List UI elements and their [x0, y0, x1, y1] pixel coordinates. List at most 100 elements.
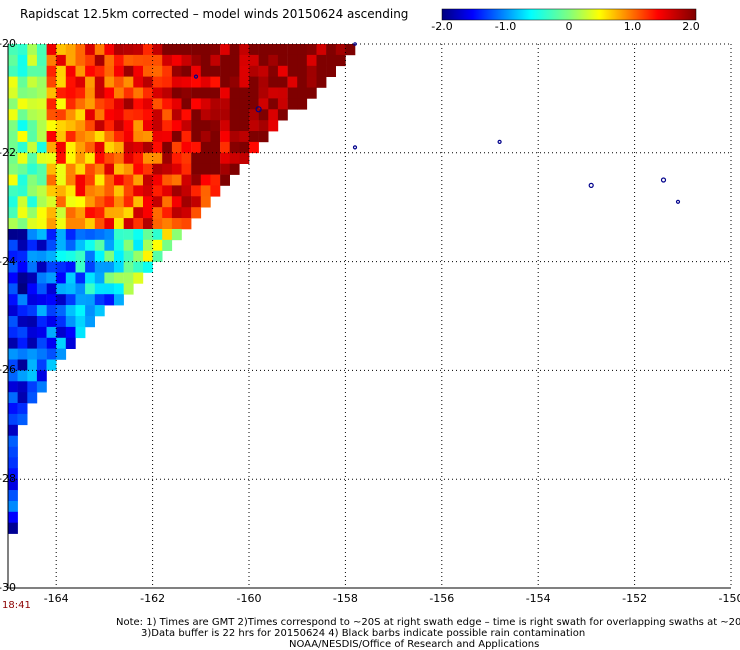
- heatmap-cell: [162, 54, 173, 67]
- heatmap-cell: [152, 120, 163, 132]
- heatmap-cell: [8, 109, 18, 121]
- y-tick-label: -24: [0, 254, 16, 268]
- heatmap-cell: [114, 152, 124, 164]
- heatmap-cell: [133, 163, 144, 175]
- heatmap-cell: [114, 120, 124, 132]
- heatmap-cell: [36, 359, 47, 371]
- heatmap-cell: [114, 65, 124, 77]
- heatmap-cell: [75, 294, 86, 306]
- heatmap-cell: [65, 326, 76, 339]
- heatmap-cell: [200, 131, 211, 143]
- heatmap-cell: [191, 98, 202, 110]
- heatmap-cell: [210, 174, 221, 186]
- heatmap-cell: [36, 316, 47, 328]
- heatmap-cell: [85, 196, 95, 208]
- island-outline: [353, 42, 357, 46]
- y-tick-label: -20: [0, 37, 16, 50]
- heatmap-cell: [133, 87, 144, 99]
- heatmap-cell: [152, 65, 163, 77]
- heatmap-cell: [27, 131, 38, 143]
- heatmap-cell: [46, 54, 57, 67]
- heatmap-cell: [75, 316, 86, 328]
- heatmap-cell: [220, 44, 230, 56]
- heatmap-cell: [191, 120, 202, 132]
- heatmap-cell: [46, 174, 57, 186]
- heatmap-cell: [17, 305, 28, 317]
- heatmap-cell: [239, 76, 250, 88]
- heatmap-cell: [94, 207, 105, 219]
- heatmap-cell: [85, 229, 95, 241]
- heatmap-cell: [46, 229, 57, 241]
- heatmap-cell: [191, 87, 202, 99]
- heatmap-cell: [65, 120, 76, 132]
- heatmap-cell: [8, 392, 18, 404]
- heatmap-cell: [133, 207, 144, 219]
- heatmap-cell: [171, 120, 182, 132]
- heatmap-cell: [287, 54, 298, 67]
- heatmap-cell: [171, 54, 182, 67]
- heatmap-cell: [46, 163, 57, 175]
- heatmap-cell: [210, 65, 221, 77]
- heatmap-cell: [306, 76, 317, 88]
- heatmap-cell: [287, 44, 298, 56]
- heatmap-cell: [133, 174, 144, 186]
- heatmap-cell: [65, 239, 76, 251]
- heatmap-cell: [133, 229, 144, 241]
- heatmap-cell: [114, 294, 124, 306]
- heatmap-cell: [123, 261, 134, 273]
- heatmap-cell: [239, 65, 250, 77]
- heatmap-cell: [191, 207, 202, 219]
- heatmap-cell: [8, 370, 18, 382]
- heatmap-cell: [162, 218, 173, 230]
- heatmap-cell: [27, 174, 38, 186]
- x-tick-label: -164: [43, 592, 69, 605]
- heatmap-cell: [133, 250, 144, 262]
- heatmap-cell: [123, 65, 134, 77]
- heatmap-cell: [210, 87, 221, 99]
- colorbar-tick-label: -2.0: [431, 20, 453, 33]
- heatmap-cell: [8, 87, 18, 99]
- heatmap-cell: [75, 131, 86, 143]
- heatmap-cell: [36, 109, 47, 121]
- heatmap-cell: [65, 283, 76, 295]
- heatmap-cell: [36, 98, 47, 110]
- heatmap-cell: [210, 131, 221, 143]
- heatmap-cell: [56, 261, 67, 273]
- heatmap-cell: [143, 185, 153, 197]
- heatmap-cell: [46, 272, 57, 284]
- heatmap-cell: [104, 141, 115, 154]
- heatmap-cell: [36, 229, 47, 241]
- heatmap-cell: [46, 152, 57, 164]
- heatmap-cell: [46, 44, 57, 56]
- heatmap-cell: [220, 54, 230, 67]
- heatmap-cell: [94, 218, 105, 230]
- heatmap-cell: [114, 163, 124, 175]
- heatmap-cell: [36, 272, 47, 284]
- heatmap-cell: [191, 152, 202, 164]
- heatmap-cell: [181, 65, 192, 77]
- heatmap-cell: [258, 131, 269, 143]
- heatmap-cell: [287, 65, 298, 77]
- heatmap-cell: [287, 98, 298, 110]
- heatmap-cell: [277, 98, 288, 110]
- heatmap-cell: [27, 392, 38, 404]
- heatmap-cell: [277, 87, 288, 99]
- heatmap-cell: [94, 185, 105, 197]
- heatmap-cell: [210, 98, 221, 110]
- heatmap-cell: [36, 381, 47, 393]
- heatmap-cell: [133, 196, 144, 208]
- heatmap-cell: [56, 98, 67, 110]
- heatmap-cell: [326, 44, 336, 56]
- heatmap-cell: [94, 250, 105, 262]
- heatmap-cell: [133, 185, 144, 197]
- heatmap-cell: [85, 120, 95, 132]
- heatmap-cell: [171, 65, 182, 77]
- heatmap-cell: [17, 381, 28, 393]
- heatmap-cell: [268, 76, 279, 88]
- heatmap-cell: [191, 44, 202, 56]
- x-tick-label: -154: [525, 592, 551, 605]
- heatmap-cell: [143, 196, 153, 208]
- y-tick-label: -26: [0, 363, 16, 377]
- heatmap-cell: [152, 109, 163, 121]
- heatmap-cell: [56, 326, 67, 339]
